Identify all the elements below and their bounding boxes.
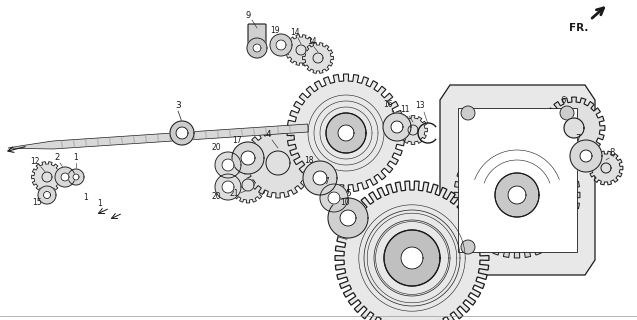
Polygon shape: [8, 124, 308, 149]
Text: 11: 11: [400, 105, 410, 114]
Circle shape: [461, 240, 475, 254]
Polygon shape: [391, 121, 403, 133]
Text: 15: 15: [32, 198, 42, 207]
Text: 19: 19: [270, 26, 280, 35]
Polygon shape: [270, 34, 292, 56]
Polygon shape: [215, 174, 241, 200]
Polygon shape: [61, 173, 69, 181]
Polygon shape: [43, 191, 50, 198]
Polygon shape: [243, 128, 313, 198]
Polygon shape: [253, 44, 261, 52]
Polygon shape: [328, 192, 340, 204]
Polygon shape: [42, 172, 52, 182]
Text: 13: 13: [415, 101, 425, 110]
Circle shape: [461, 106, 475, 120]
Polygon shape: [303, 161, 337, 195]
Text: 14: 14: [290, 28, 300, 37]
Polygon shape: [285, 35, 317, 65]
Polygon shape: [564, 118, 584, 138]
Text: 4: 4: [265, 130, 271, 139]
Polygon shape: [570, 140, 602, 172]
Polygon shape: [543, 97, 605, 159]
Polygon shape: [589, 151, 623, 185]
Polygon shape: [408, 125, 418, 135]
Text: 14: 14: [307, 37, 317, 46]
Text: 9: 9: [245, 11, 250, 20]
Text: 2: 2: [54, 153, 60, 162]
Polygon shape: [335, 181, 489, 320]
Text: 20: 20: [211, 192, 221, 201]
Polygon shape: [326, 113, 366, 153]
Polygon shape: [222, 181, 234, 193]
Polygon shape: [508, 186, 526, 204]
Polygon shape: [338, 125, 354, 141]
Polygon shape: [232, 142, 264, 174]
Polygon shape: [215, 152, 241, 178]
Polygon shape: [276, 40, 286, 50]
Polygon shape: [399, 116, 427, 144]
Polygon shape: [458, 108, 577, 252]
Text: 16: 16: [383, 100, 393, 109]
Polygon shape: [242, 179, 254, 191]
Polygon shape: [230, 167, 266, 203]
Polygon shape: [384, 230, 440, 286]
Polygon shape: [303, 43, 333, 73]
Text: FR.: FR.: [569, 23, 588, 33]
Polygon shape: [328, 198, 368, 238]
Polygon shape: [383, 113, 411, 141]
FancyBboxPatch shape: [248, 24, 266, 48]
Polygon shape: [266, 151, 290, 175]
Text: 8: 8: [610, 148, 615, 157]
Polygon shape: [222, 159, 234, 171]
Polygon shape: [313, 53, 323, 63]
Polygon shape: [55, 167, 75, 187]
Circle shape: [560, 106, 574, 120]
Text: 17: 17: [233, 136, 242, 145]
Text: 18: 18: [304, 156, 314, 165]
Text: 1: 1: [83, 193, 89, 202]
Polygon shape: [495, 173, 539, 217]
Polygon shape: [580, 150, 592, 162]
Polygon shape: [326, 113, 366, 153]
Text: 20: 20: [211, 143, 221, 152]
Polygon shape: [73, 174, 79, 180]
Polygon shape: [170, 121, 194, 145]
Polygon shape: [401, 247, 423, 269]
Polygon shape: [287, 74, 405, 192]
Polygon shape: [384, 230, 440, 286]
Text: 12: 12: [30, 157, 39, 166]
Polygon shape: [601, 163, 611, 173]
Text: 10: 10: [340, 198, 350, 207]
Polygon shape: [38, 186, 56, 204]
Polygon shape: [320, 184, 348, 212]
Text: 21: 21: [229, 189, 239, 198]
Text: 7: 7: [575, 134, 581, 143]
Text: 6: 6: [561, 96, 566, 105]
Polygon shape: [440, 85, 595, 275]
Polygon shape: [241, 151, 255, 165]
Polygon shape: [176, 127, 188, 139]
Polygon shape: [340, 210, 356, 226]
Text: 1: 1: [74, 153, 78, 162]
Text: 17: 17: [320, 177, 330, 186]
Polygon shape: [296, 45, 306, 55]
Polygon shape: [68, 169, 84, 185]
Polygon shape: [454, 132, 580, 258]
Text: 5: 5: [345, 189, 351, 198]
Text: 3: 3: [175, 101, 181, 110]
Polygon shape: [495, 173, 539, 217]
Polygon shape: [313, 171, 327, 185]
Polygon shape: [32, 162, 62, 192]
Polygon shape: [247, 38, 267, 58]
Text: 1: 1: [97, 199, 103, 208]
